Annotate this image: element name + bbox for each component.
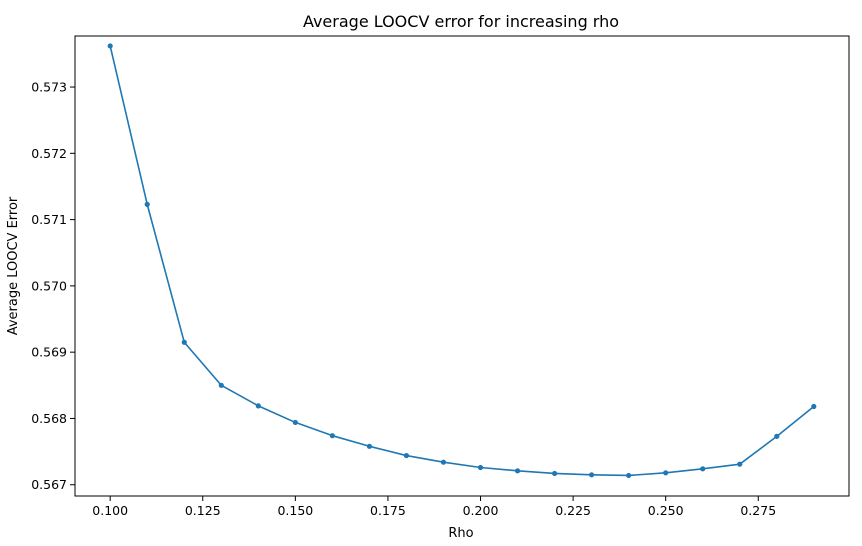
x-tick-label: 0.175 [370,503,406,518]
x-tick-label: 0.225 [555,503,591,518]
y-tick-label: 0.569 [31,345,67,360]
data-point [440,459,447,465]
data-point [700,466,706,472]
x-tick-label: 0.250 [648,503,684,518]
x-tick-label: 0.100 [92,503,128,518]
data-point [477,464,484,471]
plot-area: 0.100 0.125 0.150 0.175 0.200 0.225 0.250 0.275… [31,35,850,518]
x-tick-label: 0.150 [277,503,313,518]
data-point [774,433,780,439]
y-tick-label: 0.572 [31,146,67,161]
chart-title: Average LOOCV error for increasing rho [303,12,619,31]
data-point [366,443,373,449]
data-point [514,468,521,474]
data-point [589,472,595,478]
x-axis: 0.100 0.125 0.150 0.175 0.200 0.225 0.250 0.275 [92,496,776,518]
x-tick-label: 0.125 [185,503,221,518]
data-point [663,470,669,476]
x-axis-label: Rho [448,526,473,541]
y-tick-label: 0.567 [31,477,67,492]
data-point [811,403,817,410]
data-point [181,339,187,345]
data-point [737,461,743,467]
data-point [218,382,224,388]
y-axis-label: Average LOOCV Error [6,196,21,335]
y-tick-label: 0.570 [31,278,67,293]
y-tick-label: 0.568 [31,411,67,426]
data-point [403,452,410,459]
data-point [107,43,113,49]
y-tick-label: 0.573 [31,80,67,95]
y-axis: 0.567 0.568 0.569 0.570 0.571 0.572 0.573 [31,80,75,492]
series-layer [107,43,817,479]
data-point [292,419,298,426]
x-tick-label: 0.275 [740,503,776,518]
x-tick-label: 0.200 [463,503,499,518]
y-tick-label: 0.571 [31,212,67,227]
data-point [144,201,150,207]
series-line [109,45,815,477]
data-point [551,470,558,477]
data-point [329,433,335,439]
data-point [255,403,261,409]
plot-frame [74,35,850,497]
data-point [626,472,632,479]
